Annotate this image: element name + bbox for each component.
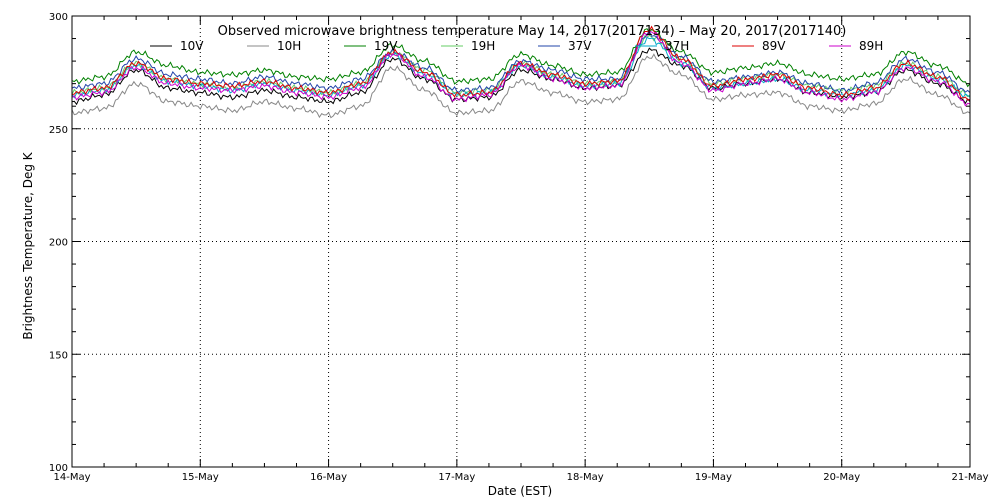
y-tick-label: 300 <box>49 12 68 23</box>
y-tick-label: 150 <box>49 350 68 361</box>
x-tick-label: 21-May <box>951 472 988 483</box>
series-line-37v <box>71 30 971 94</box>
grid <box>72 16 970 467</box>
y-tick-label: 100 <box>49 463 68 474</box>
x-tick-label: 15-May <box>182 472 219 483</box>
y-tick-label: 250 <box>49 125 68 136</box>
x-tick-label: 14-May <box>53 472 90 483</box>
y-tick-label: 200 <box>49 238 68 249</box>
legend-label-19h: 19H <box>471 39 495 53</box>
legend-label-10v: 10V <box>180 39 204 53</box>
legend-label-89h: 89H <box>859 39 883 53</box>
axis-ticks: 100 150 200 250 300 14-May 15-May 16-May 17-May 1… <box>49 12 989 483</box>
x-tick-label: 19-May <box>695 472 732 483</box>
y-axis-title: Brightness Temperature, Deg K <box>21 151 35 339</box>
series-line-10h <box>71 53 971 119</box>
legend-label-19v: 19V <box>374 39 398 53</box>
series-line-89v <box>71 25 971 101</box>
legend-label-89v: 89V <box>762 39 786 53</box>
series-line-10v <box>71 47 971 106</box>
x-tick-label: 18-May <box>567 472 604 483</box>
x-tick-label: 20-May <box>823 472 860 483</box>
x-axis-title: Date (EST) <box>488 484 552 498</box>
series-line-89h <box>71 30 971 107</box>
legend: 10V 10H 19V 19H 37V 37H 89V 89H <box>150 39 883 53</box>
series-line-19v <box>71 28 971 88</box>
series-lines <box>71 25 971 119</box>
legend-label-10h: 10H <box>277 39 301 53</box>
legend-label-37h: 37H <box>665 39 689 53</box>
legend-label-37v: 37V <box>568 39 592 53</box>
chart-title: Observed microwave brightness temperatur… <box>218 24 847 39</box>
x-tick-label: 17-May <box>438 472 475 483</box>
x-tick-label: 16-May <box>310 472 347 483</box>
